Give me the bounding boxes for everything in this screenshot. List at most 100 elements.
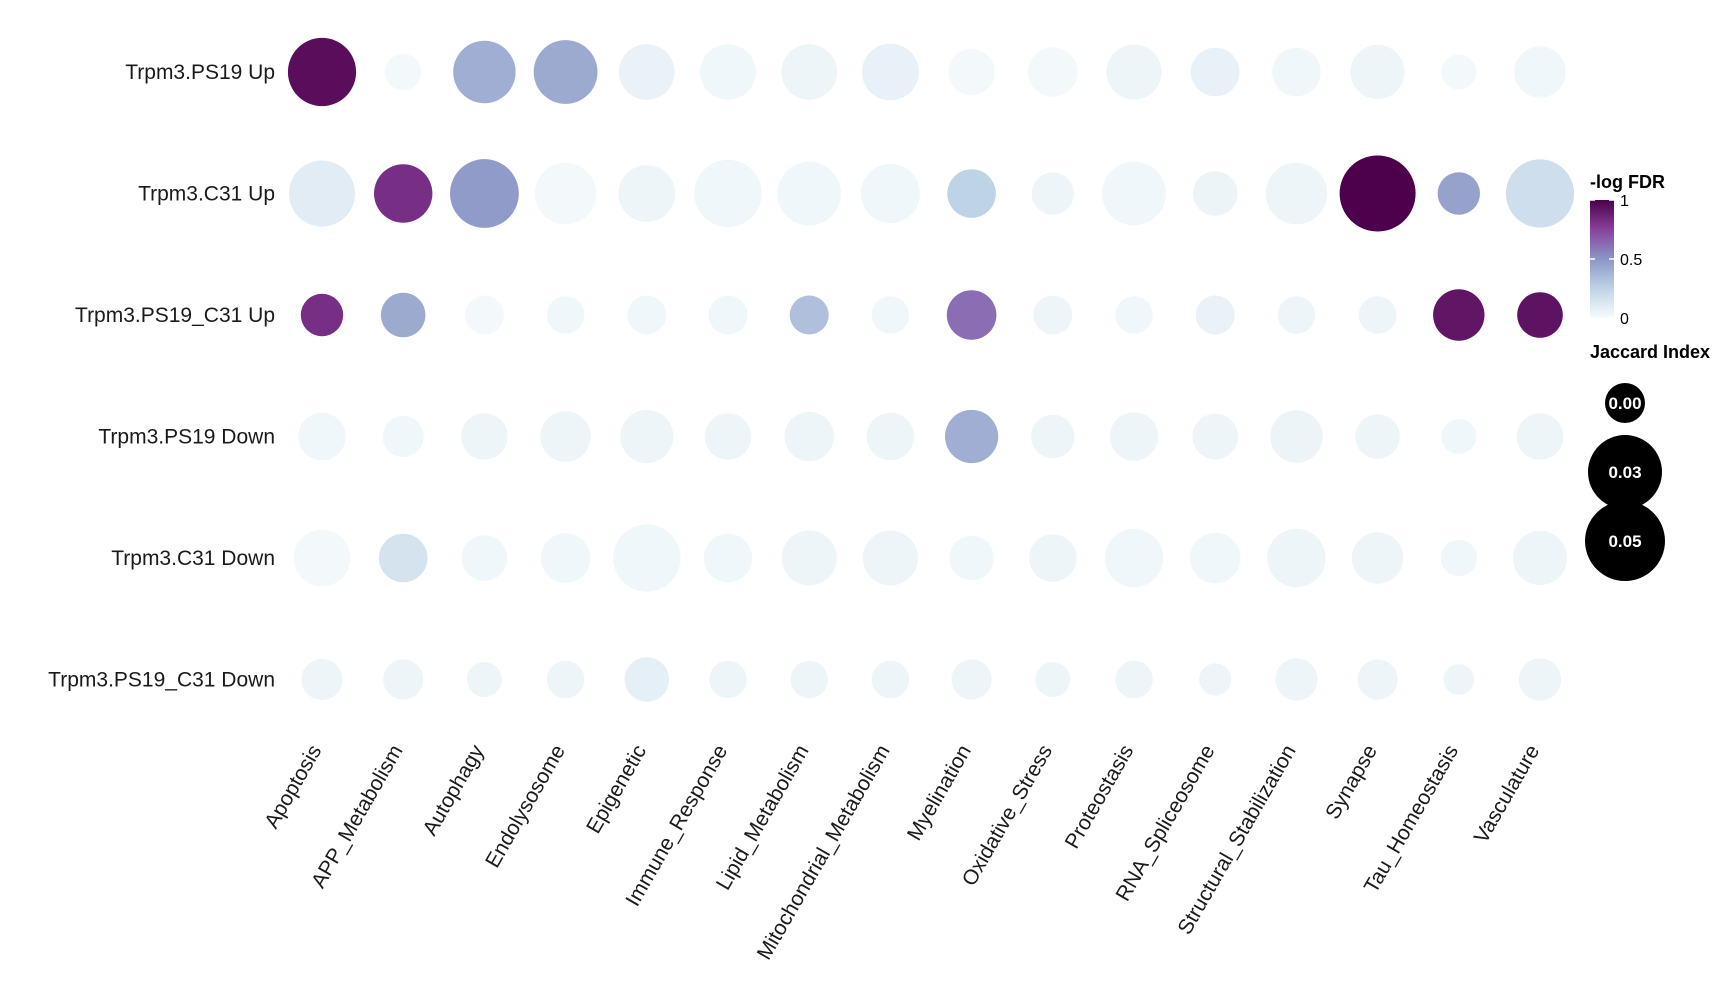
dot (1106, 44, 1162, 100)
size-key-circle (1605, 383, 1645, 423)
dot (1189, 532, 1241, 584)
dot (534, 162, 597, 225)
dot (383, 659, 424, 700)
size-key-circle (1585, 501, 1665, 581)
dot (624, 657, 670, 702)
dot (533, 40, 598, 104)
dot (946, 290, 997, 340)
dot (694, 159, 762, 228)
dot (546, 660, 585, 699)
dot (871, 296, 910, 334)
dot (1195, 295, 1235, 335)
row-label: Trpm3.PS19_C31 Up (75, 304, 275, 327)
dot (948, 48, 995, 96)
dot (546, 296, 585, 334)
dot (1350, 44, 1405, 100)
dot (1505, 159, 1575, 228)
dot (862, 43, 919, 101)
dot (871, 660, 910, 699)
color-tick-label: 1 (1620, 193, 1629, 210)
dot (1512, 530, 1568, 586)
size-legend-title: Jaccard Index (1590, 342, 1710, 362)
column-label: Endolysosome (481, 741, 570, 872)
dot (1437, 172, 1481, 215)
dot (453, 40, 516, 104)
dot (382, 415, 424, 458)
column-label: Tau_Homeostasis (1360, 741, 1463, 897)
dot (374, 164, 433, 223)
dot (618, 44, 675, 100)
dot (1102, 161, 1166, 226)
dot (1270, 410, 1323, 463)
color-tick-label: 0 (1620, 311, 1629, 328)
dot (790, 660, 828, 699)
column-label: Proteostasis (1061, 741, 1139, 853)
dot (1514, 46, 1566, 98)
dot (385, 53, 422, 91)
dot (301, 658, 343, 701)
dot (709, 660, 747, 699)
dot (627, 295, 667, 335)
dot (1275, 658, 1318, 701)
dot (860, 163, 921, 224)
dot (1357, 659, 1398, 700)
dot (450, 159, 519, 228)
dot (1115, 296, 1153, 334)
row-label: Trpm3.C31 Down (111, 547, 275, 570)
dot (1115, 660, 1153, 699)
dot (1109, 412, 1159, 461)
dot (951, 659, 992, 700)
row-label: Trpm3.PS19 Down (98, 426, 275, 449)
dot (1351, 532, 1404, 584)
column-label: Lipid_Metabolism (712, 741, 814, 894)
dot (1516, 413, 1564, 460)
column-label: Synapse (1321, 741, 1382, 823)
dot (1443, 664, 1475, 695)
dot (380, 292, 426, 338)
dot (618, 165, 676, 222)
dot-grid (287, 37, 1575, 702)
dot (293, 529, 351, 587)
dot (613, 524, 681, 592)
size-legend: Jaccard Index 0.00 0.03 0.05 (1585, 342, 1710, 581)
dot (1190, 47, 1240, 97)
column-label: Vasculature (1470, 741, 1545, 847)
size-key-label: 0.03 (1608, 463, 1641, 482)
dot (1192, 171, 1238, 216)
dot (540, 411, 591, 462)
dot (1277, 296, 1316, 334)
dot (1104, 528, 1164, 588)
dot (781, 44, 838, 100)
dot (1267, 528, 1326, 588)
dot (708, 295, 748, 335)
dot (862, 530, 918, 586)
dot (287, 37, 357, 107)
dot (784, 411, 834, 462)
row-label: Trpm3.PS19_C31 Down (48, 669, 275, 692)
dot (700, 44, 756, 100)
dot (461, 413, 508, 460)
dot (949, 535, 994, 581)
dot (1265, 162, 1328, 225)
dot (947, 169, 996, 218)
dot (298, 412, 346, 461)
dot (1440, 539, 1478, 577)
column-label: Apoptosis (260, 741, 326, 832)
dot (1199, 663, 1232, 696)
dot (789, 295, 829, 335)
dot (466, 662, 502, 697)
dot (1358, 296, 1397, 334)
size-key-label: 0.00 (1608, 394, 1641, 413)
dot (945, 409, 999, 464)
column-label: APP_Metabolism (307, 741, 407, 892)
dot (1192, 413, 1238, 460)
dot (1033, 295, 1073, 335)
dot (1028, 47, 1078, 97)
dot (781, 530, 837, 586)
dot (866, 412, 915, 461)
row-label: Trpm3.C31 Up (138, 183, 275, 206)
dot (704, 413, 752, 460)
color-legend: -log FDR 0 0.5 1 (1590, 172, 1665, 328)
size-key-circle (1588, 435, 1662, 509)
